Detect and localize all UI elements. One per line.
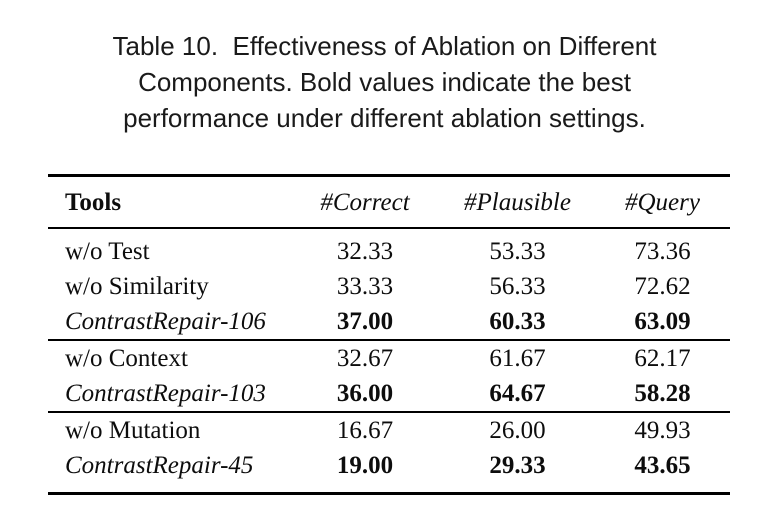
table-row-best: ContrastRepair-106 37.00 60.33 63.09	[48, 304, 730, 340]
cell-query: 49.93	[634, 417, 691, 444]
cell-query: 72.62	[634, 273, 691, 300]
table-row: w/o Context 32.67 61.67 62.17	[48, 340, 730, 376]
cell-tool: w/o Test	[65, 238, 150, 265]
cell-plausible: 56.33	[489, 273, 546, 300]
cell-tool: w/o Similarity	[65, 273, 209, 300]
cell-correct: 32.67	[336, 345, 394, 372]
cell-correct: 33.33	[336, 273, 394, 300]
caption-line-1: Table 10. Effectiveness of Ablation on D…	[112, 31, 657, 61]
cell-plausible: 61.67	[489, 345, 546, 372]
table-row-best: ContrastRepair-103 36.00 64.67 58.28	[48, 376, 730, 412]
table-row: w/o Test 32.33 53.33 73.36	[48, 228, 730, 269]
cell-plausible: 29.33	[489, 452, 546, 479]
cell-plausible: 26.00	[489, 417, 546, 444]
cell-query: 43.65	[634, 452, 691, 479]
caption-line-2: Components. Bold values indicate the bes…	[138, 67, 631, 97]
cell-query: 63.09	[634, 308, 691, 335]
cell-tool: ContrastRepair-45	[65, 452, 254, 479]
cell-correct: 16.67	[336, 417, 394, 444]
cell-tool: w/o Context	[65, 345, 188, 372]
column-header-correct: #Correct	[320, 189, 410, 216]
table-caption: Table 10. Effectiveness of Ablation on D…	[0, 28, 769, 136]
ablation-table: Tools #Correct #Plausible #Query w/o Tes…	[48, 174, 730, 495]
table-header-row: Tools #Correct #Plausible #Query	[48, 176, 730, 228]
cell-plausible: 60.33	[489, 308, 546, 335]
cell-query: 73.36	[634, 238, 691, 265]
cell-query: 58.28	[634, 380, 691, 407]
cell-correct: 19.00	[336, 452, 394, 479]
cell-tool: w/o Mutation	[65, 417, 201, 444]
cell-tool: ContrastRepair-106	[65, 308, 266, 335]
cell-plausible: 53.33	[489, 238, 546, 265]
cell-tool: ContrastRepair-103	[65, 380, 266, 407]
column-header-query: #Query	[625, 189, 700, 216]
cell-correct: 37.00	[336, 308, 394, 335]
column-header-tools: Tools	[65, 189, 122, 216]
caption-line-3: performance under different ablation set…	[123, 103, 646, 133]
cell-plausible: 64.67	[489, 380, 546, 407]
table-row: w/o Similarity 33.33 56.33 72.62	[48, 269, 730, 304]
cell-query: 62.17	[634, 345, 691, 372]
table-row: w/o Mutation 16.67 26.00 49.93	[48, 412, 730, 448]
table-row-best: ContrastRepair-45 19.00 29.33 43.65	[48, 448, 730, 494]
cell-correct: 32.33	[336, 238, 394, 265]
column-header-plausible: #Plausible	[464, 189, 571, 216]
cell-correct: 36.00	[336, 380, 394, 407]
